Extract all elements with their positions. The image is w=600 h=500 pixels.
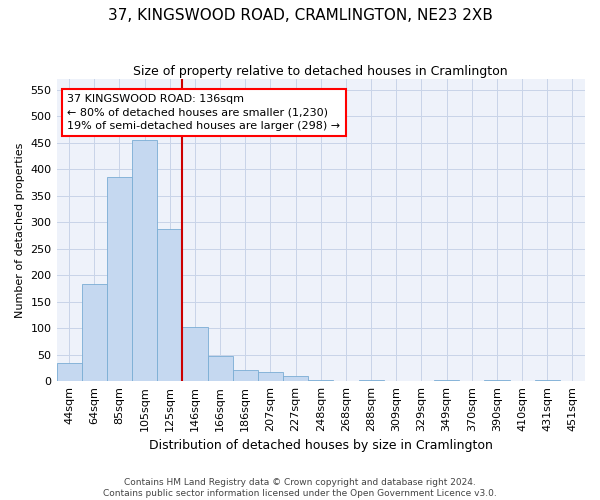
Bar	[308, 380, 334, 381]
Bar	[434, 380, 459, 381]
Bar	[233, 370, 258, 381]
Text: 37 KINGSWOOD ROAD: 136sqm
← 80% of detached houses are smaller (1,230)
19% of se: 37 KINGSWOOD ROAD: 136sqm ← 80% of detac…	[67, 94, 340, 130]
Text: Contains HM Land Registry data © Crown copyright and database right 2024.
Contai: Contains HM Land Registry data © Crown c…	[103, 478, 497, 498]
Bar	[132, 140, 157, 381]
Bar	[283, 376, 308, 381]
Bar	[484, 380, 509, 381]
Bar	[82, 284, 107, 381]
Bar	[359, 380, 383, 381]
Bar	[535, 380, 560, 381]
Y-axis label: Number of detached properties: Number of detached properties	[15, 142, 25, 318]
Bar	[56, 362, 82, 381]
X-axis label: Distribution of detached houses by size in Cramlington: Distribution of detached houses by size …	[149, 440, 493, 452]
Bar	[182, 326, 208, 381]
Bar	[208, 356, 233, 381]
Bar	[258, 372, 283, 381]
Bar	[107, 177, 132, 381]
Text: 37, KINGSWOOD ROAD, CRAMLINGTON, NE23 2XB: 37, KINGSWOOD ROAD, CRAMLINGTON, NE23 2X…	[107, 8, 493, 22]
Bar	[157, 228, 182, 381]
Title: Size of property relative to detached houses in Cramlington: Size of property relative to detached ho…	[133, 65, 508, 78]
